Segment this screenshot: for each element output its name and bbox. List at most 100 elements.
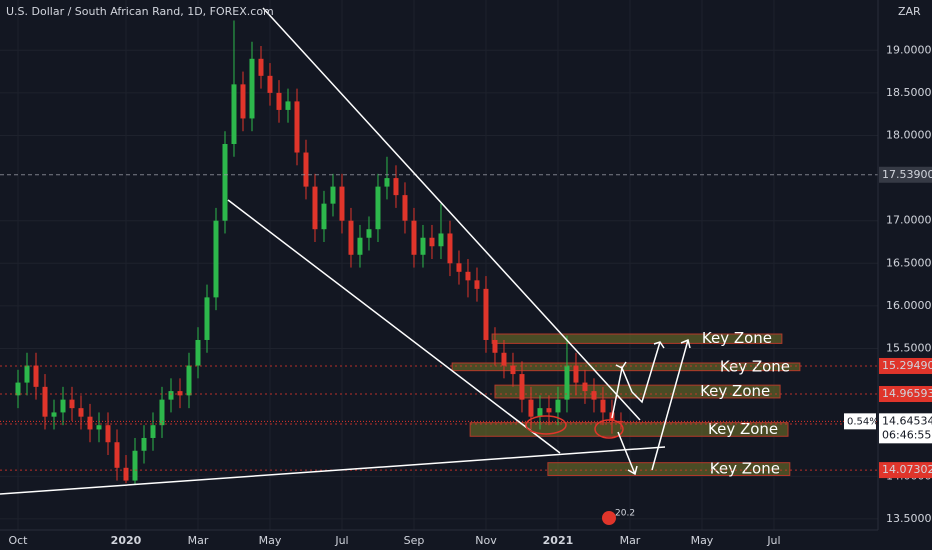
candle-body (249, 58, 255, 119)
y-tick-label: 13.50000 (886, 512, 932, 525)
price-axis (878, 0, 932, 550)
candle-body (132, 450, 138, 481)
x-tick-label: Nov (475, 534, 497, 547)
x-tick-label: Mar (620, 534, 641, 547)
y-tick-label: 18.50000 (886, 86, 932, 99)
candle-body (456, 263, 462, 272)
y-tick-label: 15.50000 (886, 342, 932, 355)
zone-label: Key Zone (710, 460, 780, 478)
candle-body (357, 237, 363, 255)
annotations (0, 7, 691, 495)
arrow (651, 339, 689, 471)
candle-body (33, 365, 39, 387)
trend-line (227, 199, 561, 454)
price-tag-label: 14.07302 (882, 463, 932, 476)
x-tick-label: 2020 (111, 534, 142, 547)
zone-label: Key Zone (700, 382, 770, 400)
candle-body (474, 280, 480, 289)
candle-body (303, 152, 309, 187)
candle-body (123, 467, 129, 481)
change-box (844, 413, 876, 430)
candle-body (618, 420, 624, 422)
candle-body (483, 288, 489, 340)
candle-body (231, 84, 237, 145)
candle-body (321, 203, 327, 230)
candle-body (528, 399, 534, 417)
price-tag-label: 14.96593 (882, 387, 932, 400)
change-label: 0.54% (847, 416, 879, 427)
current-tag (879, 413, 932, 444)
candle-body (573, 365, 579, 383)
x-tick-label: May (259, 534, 282, 547)
badge-icon (602, 511, 616, 525)
x-tick-label: Sep (404, 534, 425, 547)
candle-body (348, 220, 354, 255)
trend-line (262, 7, 641, 421)
candle-body (24, 365, 30, 383)
candle-body (87, 416, 93, 430)
key-zone (469, 422, 789, 437)
highlight (525, 415, 567, 435)
badge: 20.2 (615, 509, 635, 519)
candle-body (213, 220, 219, 298)
candle-body (267, 75, 273, 93)
candle-body (402, 195, 408, 221)
candle-body (375, 186, 381, 230)
candle-body (384, 178, 390, 187)
candle-body (114, 442, 120, 468)
candle-body (438, 233, 444, 247)
candle-body (96, 425, 102, 430)
zone-label: Key Zone (702, 329, 772, 347)
highlight (594, 419, 624, 439)
candle-body (366, 229, 372, 238)
candle-body (105, 425, 111, 443)
candle-body (258, 58, 264, 76)
candle-body (69, 399, 75, 409)
price-tag (879, 357, 932, 374)
zone-label: Key Zone (720, 357, 790, 375)
trend-line (0, 446, 666, 495)
key-zone (547, 462, 791, 476)
candle-body (276, 92, 282, 110)
candle-body (78, 408, 84, 417)
arrow (631, 341, 661, 404)
x-tick-label: Oct (8, 534, 28, 547)
currency: ZAR (898, 5, 921, 18)
candle-body (330, 186, 336, 204)
candle-body (186, 365, 192, 396)
candle-body (546, 408, 552, 413)
candle-body (501, 352, 507, 366)
zone-label: Key Zone (708, 420, 778, 438)
candle-body (339, 186, 345, 221)
y-tick-label: 16.50000 (886, 256, 932, 269)
arrow-head (627, 465, 638, 476)
x-tick-label: Mar (188, 534, 209, 547)
y-tick-label: 16.00000 (886, 299, 932, 312)
price-tag (879, 166, 932, 183)
x-tick-label: Jul (766, 534, 780, 547)
candle-body (204, 297, 210, 340)
candle-body (240, 84, 246, 119)
candle-body (294, 101, 300, 153)
candle-body (42, 386, 48, 417)
candle-body (150, 425, 156, 438)
candle-body (600, 399, 606, 413)
candle-body (15, 382, 21, 396)
candle-body (159, 399, 165, 426)
candle-body (492, 339, 498, 353)
x-tick-label: Jul (334, 534, 348, 547)
candle-body (195, 339, 201, 366)
arrow (617, 431, 636, 475)
price-tag (879, 462, 932, 479)
candle-body (429, 237, 435, 247)
y-tick-label: 18.00000 (886, 128, 932, 141)
candle-body (420, 237, 426, 255)
candle-body (312, 186, 318, 230)
candle-body (393, 178, 399, 196)
y-tick-label: 19.00000 (886, 43, 932, 56)
candle-body (555, 399, 561, 413)
current-tag-label: 14.64534 (882, 414, 932, 427)
arrow-head (615, 361, 627, 369)
candle-body (141, 437, 147, 451)
